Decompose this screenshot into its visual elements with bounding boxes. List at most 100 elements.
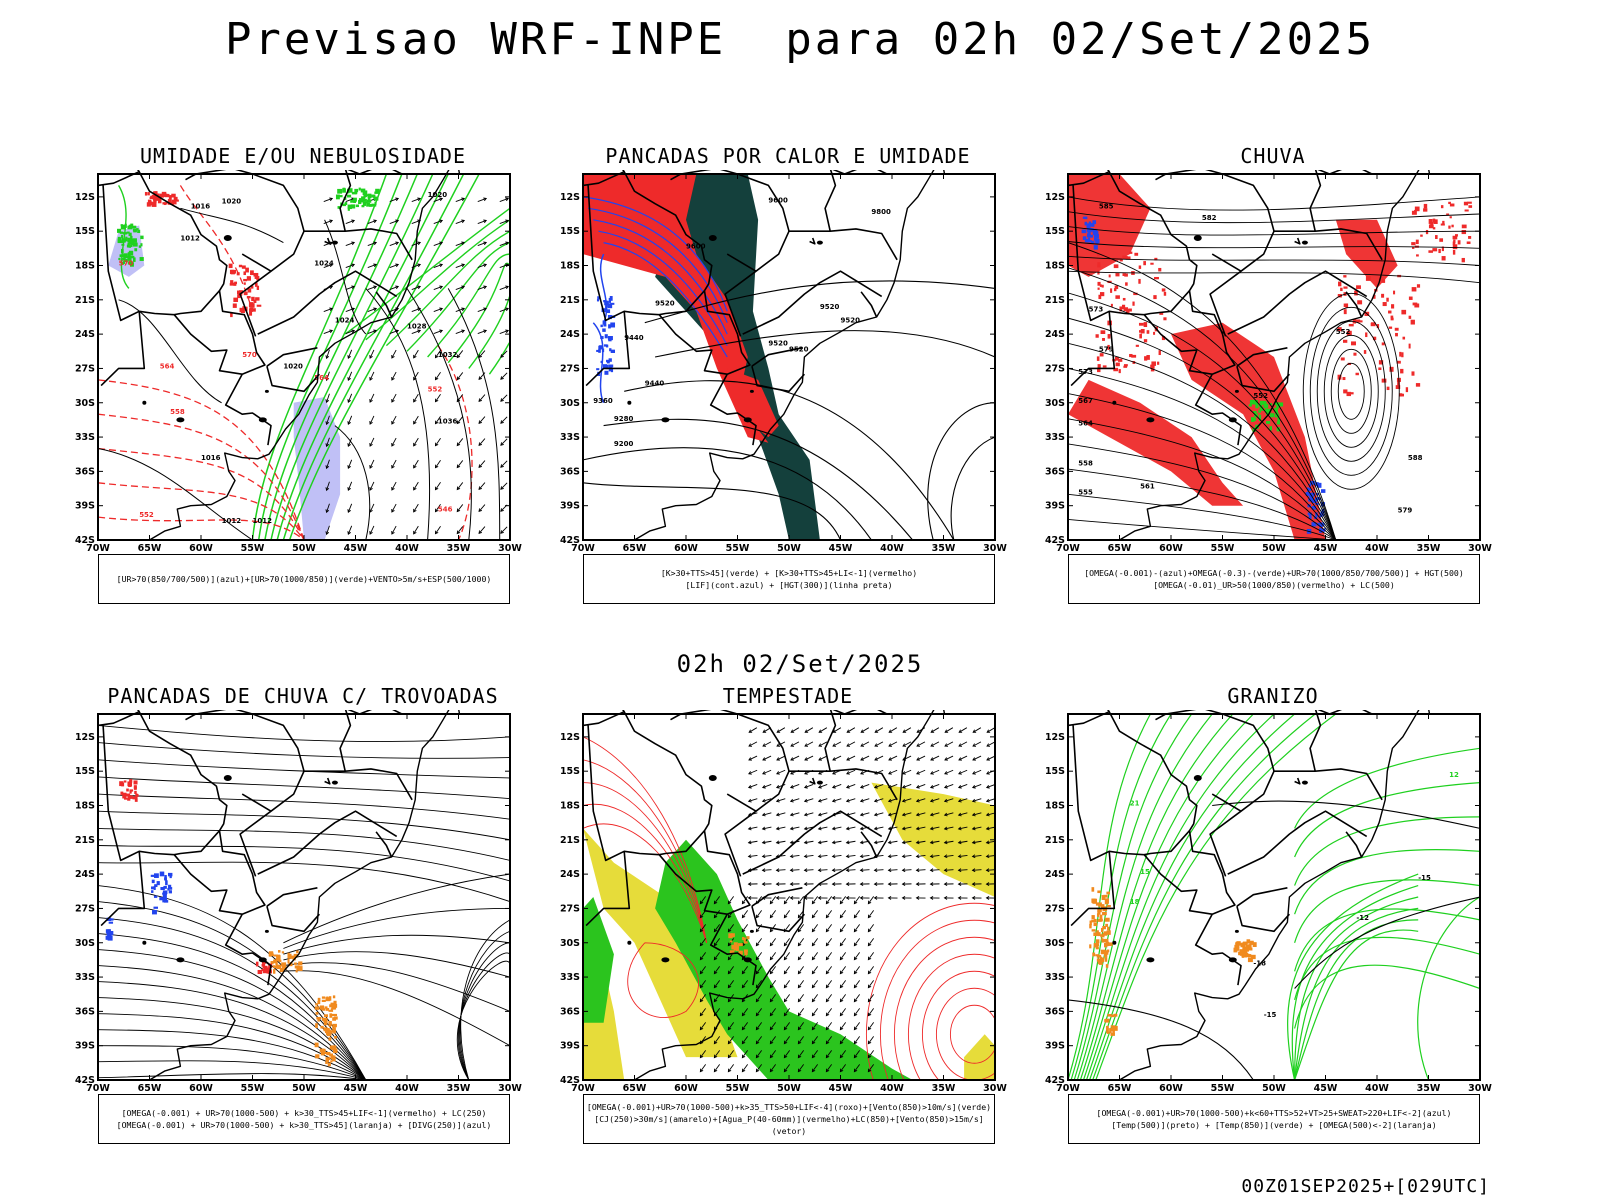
contour-label: 12 [1449, 771, 1459, 779]
contour-label: 9600 [686, 242, 706, 250]
lat-tick-label: 36S [560, 1006, 580, 1017]
lat-tick-label: 15S [75, 226, 95, 237]
lat-tick-label: 12S [560, 192, 580, 203]
map-chuva: 5855825735795735675645585555615885795525… [1045, 170, 1492, 554]
lat-tick-label: 36S [560, 466, 580, 477]
lon-tick-label: 30W [498, 543, 522, 554]
lat-tick-label: 36S [1045, 466, 1065, 477]
lat-tick-label: 36S [75, 466, 95, 477]
contour-label: 558 [1078, 460, 1093, 468]
lat-tick-label: 24S [1045, 329, 1065, 340]
lon-tick-label: 45W [829, 543, 853, 554]
lon-tick-label: 55W [241, 1083, 265, 1094]
contour-label: 555 [1078, 488, 1093, 496]
lon-tick-label: 70W [1056, 543, 1080, 554]
legend-line: [Temp(500)](preto) + [Temp(850)](verde) … [1111, 1120, 1437, 1130]
lat-tick-label: 12S [75, 192, 95, 203]
contour-label: 579 [1099, 345, 1114, 353]
lat-tick-label: 33S [1045, 972, 1065, 983]
lon-tick-label: 30W [983, 543, 1007, 554]
legend-line: [OMEGA(-0.001)-(azul)+OMEGA(-0.3)-(verde… [1084, 568, 1464, 578]
lon-tick-label: 70W [571, 543, 595, 554]
lat-tick-label: 42S [75, 535, 95, 546]
lon-tick-label: 50W [777, 543, 801, 554]
lat-tick-label: 42S [1045, 1075, 1065, 1086]
lat-tick-label: 42S [560, 1075, 580, 1086]
contour-label: 552 [428, 385, 443, 393]
contour-label: 21 [1130, 800, 1140, 808]
lon-tick-label: 70W [1056, 1083, 1080, 1094]
lon-tick-label: 45W [1314, 543, 1338, 554]
lat-tick-label: 39S [560, 1041, 580, 1052]
contour-label: 1012 [253, 517, 273, 525]
lon-tick-label: 45W [829, 1083, 853, 1094]
map-granizo: 12-15-12-15-1821181512S15S18S21S24S27S30… [1045, 710, 1492, 1094]
lat-tick-label: 39S [1045, 501, 1065, 512]
contour-label: 579 [1398, 507, 1413, 515]
lat-tick-label: 36S [1045, 1006, 1065, 1017]
contour-label: 1032 [438, 351, 458, 359]
contour-label: 9440 [624, 334, 644, 342]
contour-label: 1036 [438, 417, 458, 425]
lat-tick-label: 12S [1045, 732, 1065, 743]
contour-label: 582 [1202, 214, 1217, 222]
contour-label: 9800 [871, 208, 891, 216]
lon-tick-label: 35W [447, 543, 471, 554]
lat-tick-label: 42S [1045, 535, 1065, 546]
lon-tick-label: 50W [777, 1083, 801, 1094]
lat-tick-label: 21S [1045, 835, 1065, 846]
lat-tick-label: 27S [75, 903, 95, 914]
panel-legend: [OMEGA(-0.001)-(azul)+OMEGA(-0.3)-(verde… [1068, 554, 1480, 604]
legend-line: [OMEGA(-0.001)+UR>70(1000-500)+k>35_TTS>… [586, 1102, 992, 1112]
lat-tick-label: 30S [1045, 938, 1065, 949]
lon-tick-label: 45W [344, 543, 368, 554]
panel-legend: [OMEGA(-0.001)+UR>70(1000-500)+k<60+TTS>… [1068, 1094, 1480, 1144]
lat-tick-label: 21S [560, 835, 580, 846]
lat-tick-label: 21S [560, 295, 580, 306]
lon-tick-label: 30W [983, 1083, 1007, 1094]
lon-tick-label: 60W [1159, 543, 1183, 554]
mid-time: 02h 02/Set/2025 [676, 650, 924, 678]
lat-tick-label: 39S [75, 1041, 95, 1052]
lon-tick-label: 60W [674, 1083, 698, 1094]
lat-tick-label: 15S [560, 226, 580, 237]
lon-tick-label: 35W [932, 543, 956, 554]
legend-line: [OMEGA(-0.001) + UR>70(1000-500) + k>30_… [121, 1108, 487, 1118]
panel-title: UMIDADE E/OU NEBULOSIDADE [139, 144, 467, 168]
lat-tick-label: 42S [560, 535, 580, 546]
contour-label: 552 [1253, 392, 1268, 400]
lat-tick-label: 33S [560, 972, 580, 983]
lon-tick-label: 40W [880, 543, 904, 554]
lat-tick-label: 33S [560, 432, 580, 443]
lat-tick-label: 15S [1045, 226, 1065, 237]
map-umidade: 1016 1020 1012 1024 1024 1028 1032 1036 1016 1012… [75, 170, 522, 554]
lat-tick-label: 39S [560, 501, 580, 512]
lat-tick-label: 27S [75, 363, 95, 374]
lat-tick-label: 18S [560, 261, 580, 272]
contour-label: 9200 [614, 440, 634, 448]
lon-tick-label: 35W [447, 1083, 471, 1094]
panel-granizo: GRANIZO 12 -15 -12 -15 -18 21 18 15 12S 15S 18S 21S… [1038, 684, 1508, 1164]
run-timestamp: 00Z01SEP2025+[029UTC] [1241, 1176, 1490, 1197]
contour-label: 1016 [191, 202, 211, 210]
lon-tick-label: 70W [86, 1083, 110, 1094]
contour-label: -15 [1418, 874, 1431, 882]
lat-tick-label: 21S [75, 835, 95, 846]
contour-label: 552 [1336, 328, 1351, 336]
lat-tick-label: 30S [75, 938, 95, 949]
lon-tick-label: 65W [1108, 543, 1132, 554]
lat-tick-label: 30S [560, 398, 580, 409]
lon-tick-label: 35W [1417, 543, 1441, 554]
panel-title: GRANIZO [1227, 684, 1319, 708]
lat-tick-label: 39S [1045, 1041, 1065, 1052]
lon-tick-label: 40W [395, 1083, 419, 1094]
contour-label: 1024 [314, 260, 334, 268]
contour-label: 1020 [428, 191, 448, 199]
contour-label: 573 [1089, 305, 1104, 313]
lon-tick-label: 55W [1211, 543, 1235, 554]
lat-tick-label: 21S [75, 295, 95, 306]
contour-label: 558 [170, 408, 185, 416]
lon-tick-label: 35W [1417, 1083, 1441, 1094]
legend-line: [OMEGA(-0.001)+UR>70(1000-500)+k<60+TTS>… [1096, 1108, 1452, 1118]
